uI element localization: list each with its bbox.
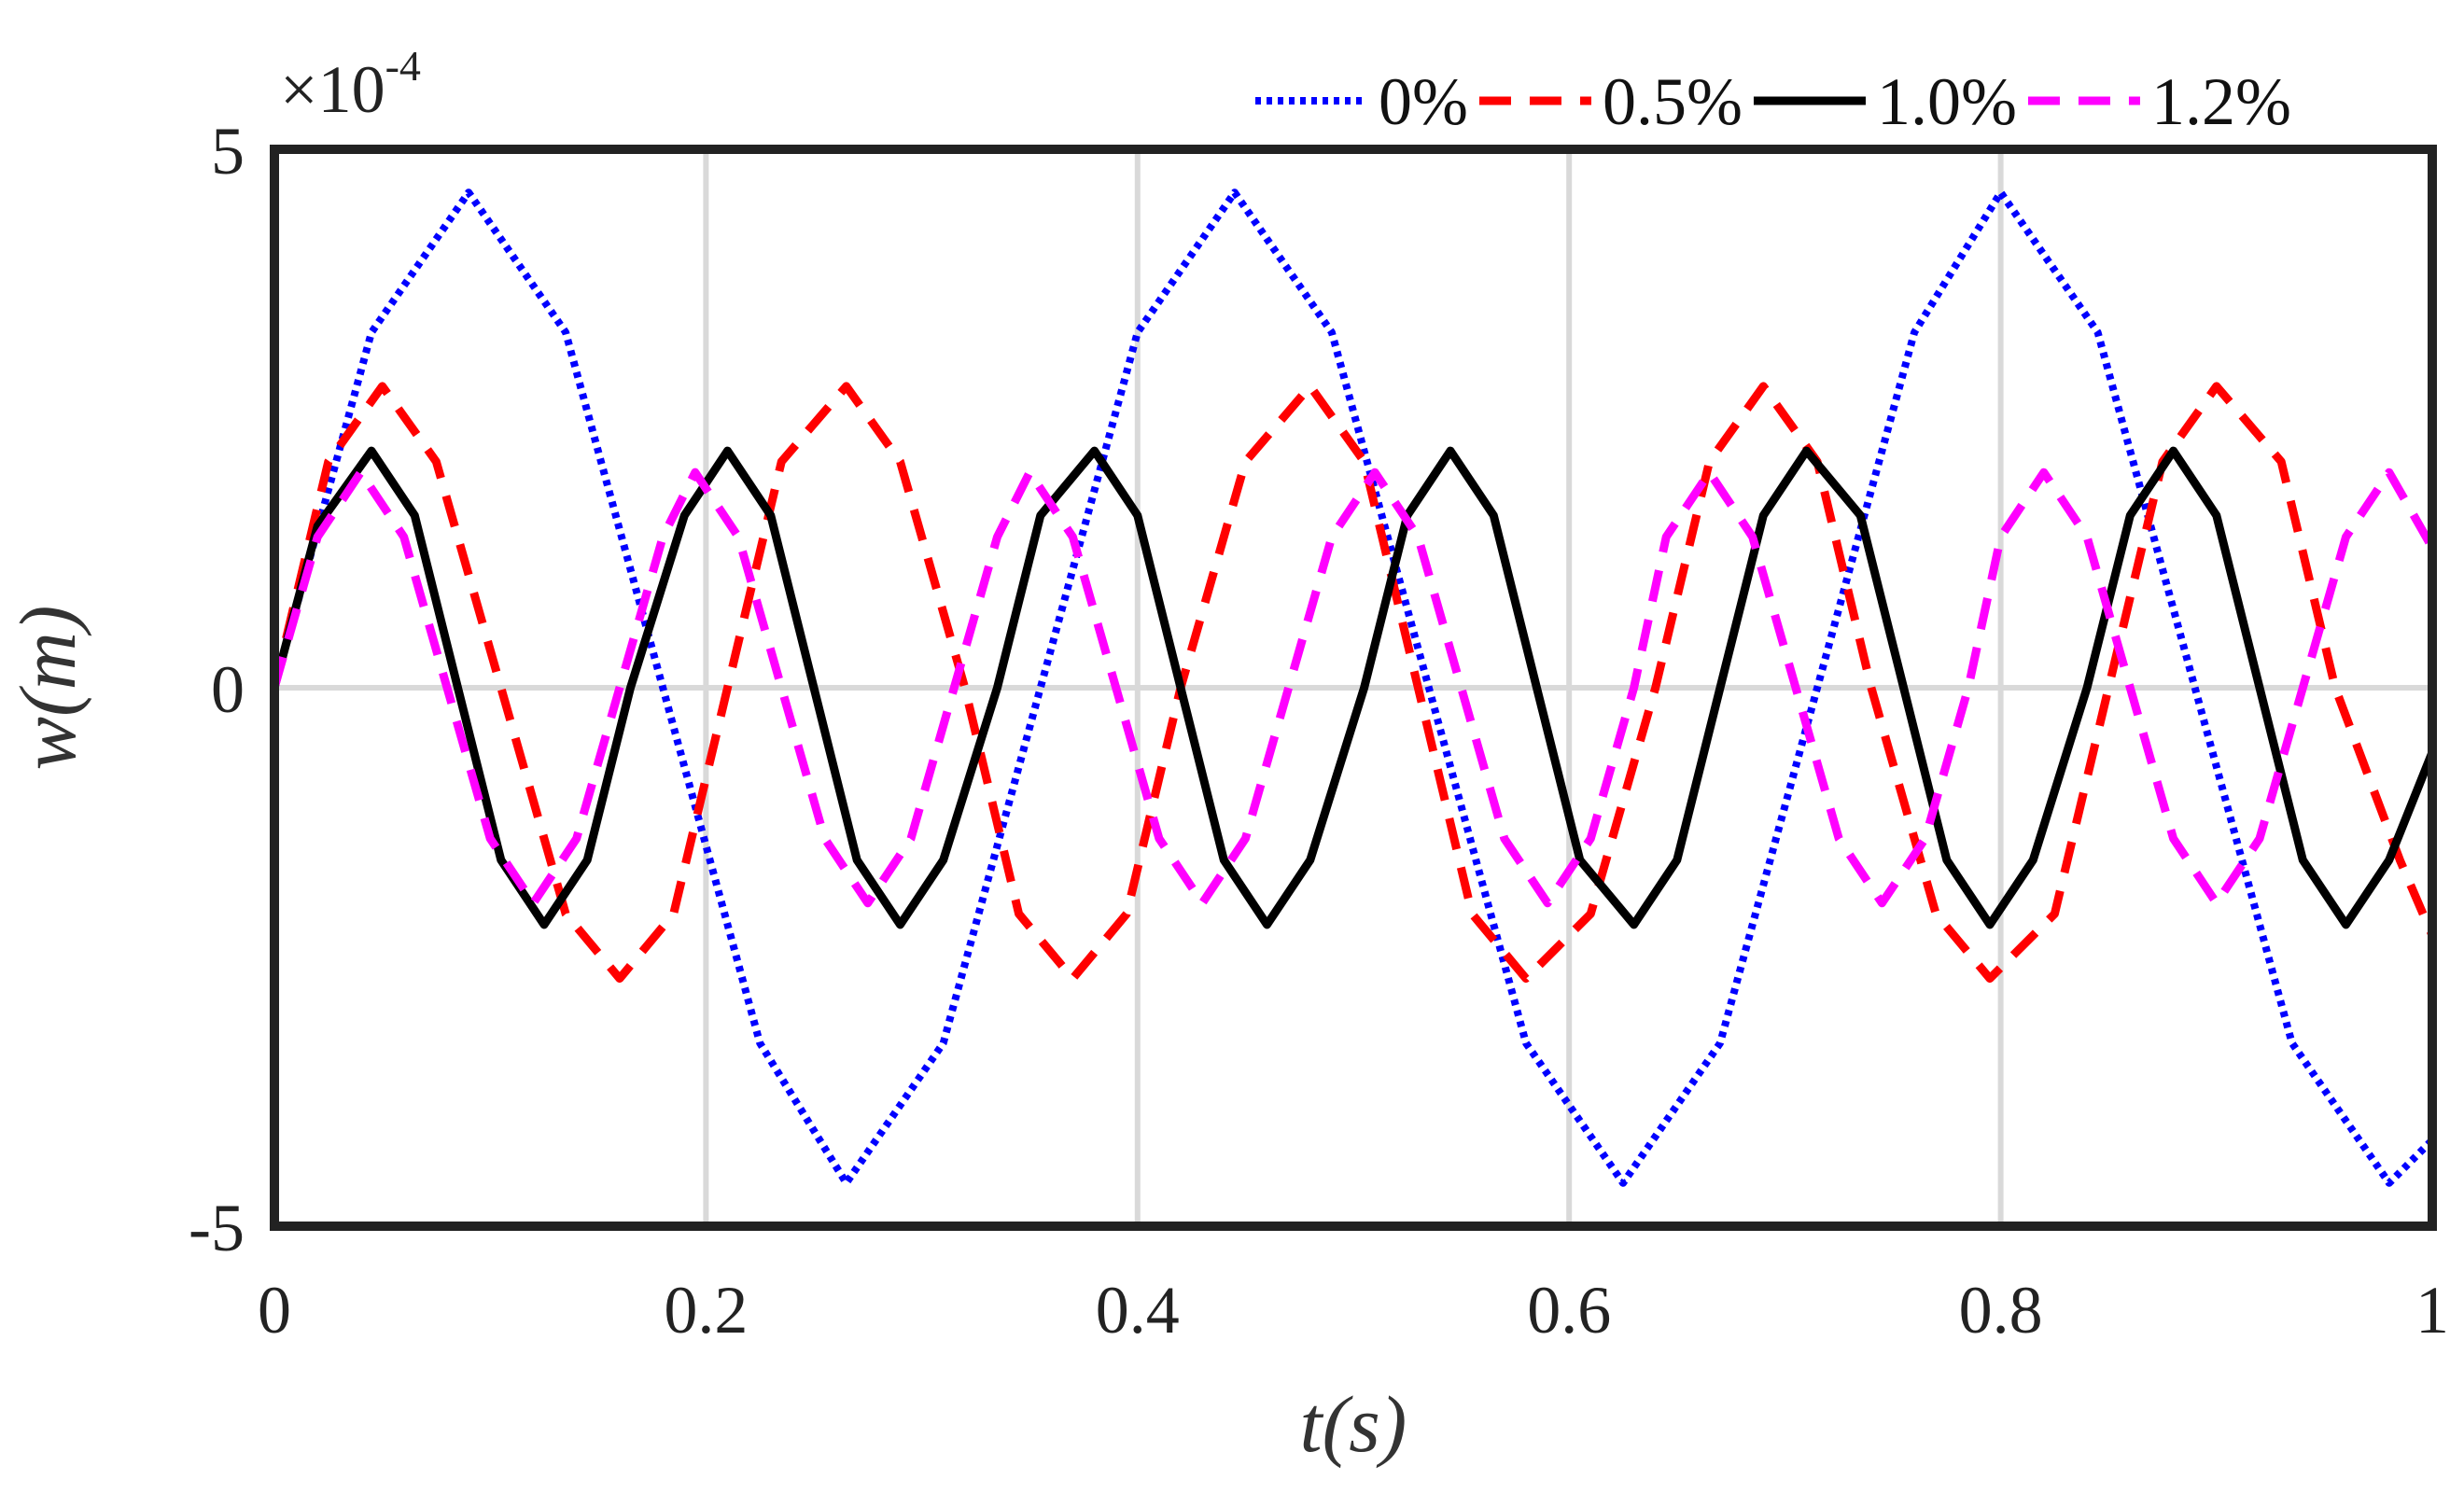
x-tick-label: 0 <box>258 1273 291 1347</box>
y-tick-label: -5 <box>189 1191 245 1265</box>
legend-label-3: 1.2% <box>2151 64 2291 139</box>
x-tick-label: 0.6 <box>1527 1273 1611 1347</box>
x-axis-label: t(s) <box>1300 1379 1407 1469</box>
legend-label-0: 0% <box>1379 64 1468 139</box>
plot-frame <box>270 145 2437 1231</box>
y-multiplier-exponent: -4 <box>385 42 421 90</box>
x-tick-labels: 0 0.2 0.4 0.6 0.8 1 <box>258 1273 2449 1347</box>
y-tick-label: 0 <box>211 652 245 727</box>
series-line-2 <box>270 446 2437 929</box>
y-tick-label: 5 <box>211 114 245 188</box>
series-line-3 <box>270 468 2436 908</box>
legend-label-1: 0.5% <box>1603 64 1743 139</box>
x-tick-label: 0.8 <box>1959 1273 2043 1347</box>
x-tick-label: 1 <box>2415 1273 2449 1347</box>
grid <box>274 149 2432 1226</box>
series-layer <box>270 188 2437 1187</box>
x-tick-label: 0.4 <box>1096 1273 1180 1347</box>
y-tick-labels: 5 0 -5 <box>189 114 245 1265</box>
y-multiplier: ×10-4 <box>280 42 421 127</box>
series-line-1 <box>270 382 2437 984</box>
y-multiplier-base: ×10 <box>280 52 385 127</box>
legend-label-2: 1.0% <box>1877 64 2017 139</box>
legend: 0% 0.5% 1.0% 1.2% <box>1255 64 2291 139</box>
x-tick-label: 0.2 <box>664 1273 748 1347</box>
y-axis-label: w(m) <box>3 606 92 771</box>
